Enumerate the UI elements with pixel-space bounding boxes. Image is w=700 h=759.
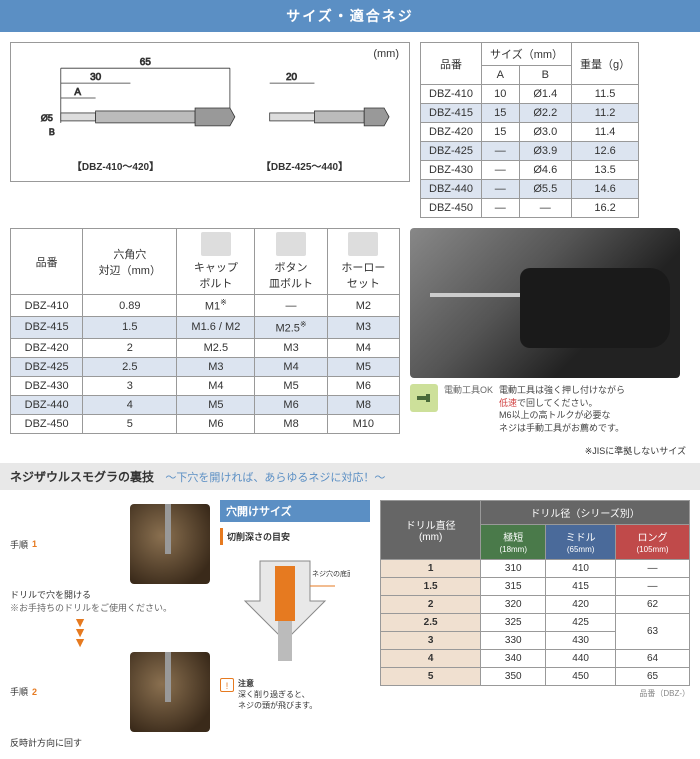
- t1-h-size: サイズ（mm）: [482, 43, 572, 66]
- t3-footer: 品番（DBZ-）: [380, 688, 690, 699]
- t2-footnote: ※JISに準拠しないサイズ: [0, 444, 700, 463]
- t1-h-b: B: [519, 66, 571, 85]
- table-row: DBZ-430—Ø4.613.5: [421, 161, 639, 180]
- hole-diagram: ネジ穴の底面 まで切削します: [220, 551, 350, 671]
- warn-text: 深く削り過ぎると、 ネジの頭が飛びます。: [238, 690, 317, 710]
- t3-h-short: 極短(18mm): [481, 525, 546, 560]
- steps-panel: 手順 1 ドリルで穴を開ける ※お手持ちのドリルをご使用ください。 ▼▼▼ 手順…: [10, 500, 210, 748]
- table-row: 1.5315415—: [381, 578, 690, 596]
- t2-h-hol: ホーロー セット: [327, 229, 399, 295]
- table-row: 535045065: [381, 668, 690, 686]
- drill-photo: [410, 228, 680, 378]
- t3-h-long: ロング(105mm): [616, 525, 690, 560]
- diagram-label-2: 【DBZ-425～440】: [261, 158, 348, 173]
- sec2-subtitle: ～下穴を開ければ、あらゆるネジに対応！～: [165, 472, 385, 484]
- warn-title: 注意: [238, 679, 254, 688]
- t2-h-part: 品番: [11, 229, 83, 295]
- page-header: サイズ・適合ネジ: [0, 0, 700, 32]
- t2-h-cap: キャップ ボルト: [177, 229, 255, 295]
- power-tool-ok-icon: [410, 384, 438, 412]
- step1-num: 1: [32, 539, 37, 549]
- hollow-set-icon: [348, 232, 378, 256]
- table-row: DBZ-41010Ø1.411.5: [421, 85, 639, 104]
- t3-h-dia: ドリル直径 (mm): [381, 501, 481, 560]
- diagram-svg: 65 30 A Ø5 B 20: [21, 53, 399, 153]
- table-row: DBZ-4252.5M3M4M5: [11, 357, 400, 376]
- top-row: (mm) 65 30 A Ø5 B 20 【DBZ-410～420】 【DBZ-…: [0, 32, 700, 228]
- cap-bolt-icon: [201, 232, 231, 256]
- hole-sub: 切削深さの目安: [220, 528, 370, 545]
- step1-text: ドリルで穴を開ける: [10, 588, 210, 601]
- step2-label: 手順: [10, 685, 28, 698]
- step1-label: 手順: [10, 538, 28, 551]
- t1-h-a: A: [482, 66, 520, 85]
- t2-h-btn: ボタン 皿ボルト: [255, 229, 327, 295]
- t3-h-mid: ミドル(65mm): [546, 525, 616, 560]
- step2-num: 2: [32, 687, 37, 697]
- mid-row: 品番 六角穴 対辺（mm） キャップ ボルト ボタン 皿ボルト ホーロー セット…: [0, 228, 700, 444]
- section-2-header: ネジザウルスモグラの裏技 ～下穴を開ければ、あらゆるネジに対応！～: [0, 463, 700, 490]
- drill-diameter-table-panel: ドリル直径 (mm)ドリル径（シリーズ別） 極短(18mm) ミドル(65mm)…: [380, 500, 690, 748]
- drill-note: 電動工具OK 電動工具は強く押し付けながら 低速で回してください。 M6以上の高…: [410, 384, 680, 434]
- button-bolt-icon: [276, 232, 306, 256]
- step2-image: [130, 652, 210, 732]
- svg-text:30: 30: [90, 72, 102, 83]
- warning-icon: !: [220, 678, 234, 692]
- hole-size-panel: 穴開けサイズ 切削深さの目安 ネジ穴の底面 まで切削します ! 注意深く削り過ぎ…: [220, 500, 370, 748]
- hole-header: 穴開けサイズ: [220, 500, 370, 522]
- table-row: DBZ-42015Ø3.011.4: [421, 123, 639, 142]
- table-row: DBZ-4505M6M8M10: [11, 415, 400, 434]
- step-arrows-icon: ▼▼▼: [10, 618, 150, 647]
- table-row: 2.532542563: [381, 614, 690, 632]
- table-row: DBZ-4303M4M5M6: [11, 377, 400, 396]
- table-row: 232042062: [381, 596, 690, 614]
- svg-text:A: A: [74, 87, 81, 98]
- note-red: 低速: [499, 398, 517, 408]
- table-row: DBZ-4404M5M6M8: [11, 396, 400, 415]
- t2-h-hex: 六角穴 対辺（mm）: [83, 229, 177, 295]
- power-tool-ok-label: 電動工具OK: [444, 384, 493, 397]
- note-line2: で回してください。: [517, 398, 597, 408]
- table-row: DBZ-41515Ø2.211.2: [421, 104, 639, 123]
- note-line3: M6以上の高トルクが必要な: [499, 410, 611, 420]
- svg-text:Ø5: Ø5: [41, 113, 53, 123]
- table-row: 434044064: [381, 650, 690, 668]
- dimension-diagram: (mm) 65 30 A Ø5 B 20 【DBZ-410～420】 【DBZ-…: [10, 42, 410, 182]
- screw-compat-table: 品番 六角穴 対辺（mm） キャップ ボルト ボタン 皿ボルト ホーロー セット…: [10, 228, 400, 434]
- table-row: DBZ-450——16.2: [421, 199, 639, 218]
- note-line4: ネジは手動工具がお薦めです。: [499, 423, 624, 433]
- svg-text:65: 65: [140, 57, 152, 68]
- table-row: 1310410—: [381, 560, 690, 578]
- step1-note: ※お手持ちのドリルをご使用ください。: [10, 601, 210, 614]
- t1-h-weight: 重量（g）: [572, 43, 639, 85]
- table-row: DBZ-4202M2.5M3M4: [11, 338, 400, 357]
- diagram-unit: (mm): [373, 48, 399, 60]
- svg-text:ネジ穴の底面 まで切削します: ネジ穴の底面 まで切削します: [312, 569, 350, 578]
- size-weight-table: 品番サイズ（mm）重量（g） AB DBZ-41010Ø1.411.5DBZ-4…: [420, 42, 639, 218]
- step1-image: [130, 504, 210, 584]
- table-row: DBZ-425—Ø3.912.6: [421, 142, 639, 161]
- drill-panel: 電動工具OK 電動工具は強く押し付けながら 低速で回してください。 M6以上の高…: [410, 228, 680, 434]
- t1-h-part: 品番: [421, 43, 482, 85]
- note-line1: 電動工具は強く押し付けながら: [499, 385, 625, 395]
- diagram-label-1: 【DBZ-410～420】: [72, 158, 159, 173]
- svg-text:20: 20: [286, 72, 298, 83]
- section-2: ネジザウルスモグラの裏技 ～下穴を開ければ、あらゆるネジに対応！～ 手順 1 ド…: [0, 463, 700, 758]
- drill-diameter-table: ドリル直径 (mm)ドリル径（シリーズ別） 極短(18mm) ミドル(65mm)…: [380, 500, 690, 686]
- table-row: DBZ-4100.89M1※—M2: [11, 295, 400, 317]
- table-row: DBZ-4151.5M1.6 / M2M2.5※M3: [11, 317, 400, 339]
- step2-text: 反時計方向に回す: [10, 736, 210, 749]
- t3-h-main: ドリル径（シリーズ別）: [481, 501, 690, 525]
- table-row: DBZ-440—Ø5.514.6: [421, 180, 639, 199]
- svg-text:B: B: [49, 127, 55, 137]
- sec2-title: ネジザウルスモグラの裏技: [10, 470, 154, 484]
